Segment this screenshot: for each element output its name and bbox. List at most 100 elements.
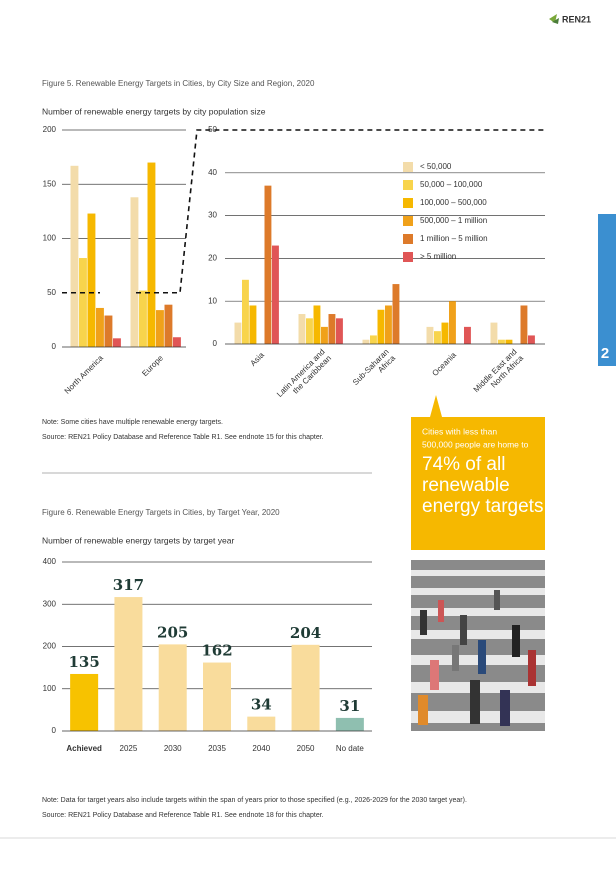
y-tick-label: 50 [208,125,217,134]
bar [449,301,456,344]
y-tick-label: 40 [208,168,217,177]
y-tick-label: 200 [43,125,57,134]
pedestrians [418,590,536,726]
x-tick-label: Europe [140,353,165,378]
bar [104,315,113,347]
x-tick-label: Oceania [430,350,458,378]
legend-label: < 50,000 [420,162,452,171]
callout-pointer [430,395,442,417]
bar [321,326,328,344]
y-tick-label: 200 [43,642,57,651]
bar [249,305,257,344]
x-tick-label: 2030 [164,744,182,753]
bar [298,314,306,344]
data-label: 317 [113,576,144,594]
legend-label: 100,000 – 500,000 [420,198,487,207]
bar [79,258,87,347]
bar [528,335,535,344]
x-tick-label: North America [63,353,106,396]
x-tick-label: Achieved [66,744,102,753]
bar [385,305,392,344]
x-tick-label: Sub-SaharanAfrica [351,347,397,393]
bar [70,673,99,731]
axis-title: Number of renewable energy targets by ci… [42,106,266,116]
bar [441,322,449,344]
x-tick-label: 2025 [120,744,138,753]
axis-title: Number of renewable energy targets by ta… [42,535,234,545]
figure-title: Figure 6. Renewable Energy Targets in Ci… [42,508,280,517]
bar [247,716,276,731]
legend-swatch [403,198,413,208]
data-label: 31 [339,697,360,715]
y-tick-label: 300 [43,599,57,608]
bar [147,162,156,347]
x-tick-label: No date [336,744,365,753]
x-tick-label: 2035 [208,744,226,753]
bar [520,305,528,344]
bar [158,644,187,731]
bar [87,213,96,347]
callout-highlight: renewable [422,475,510,496]
bar [335,717,364,731]
brand-logo [549,14,559,24]
legend-label: 500,000 – 1 million [420,216,487,225]
bar [377,309,385,344]
logo-leaf [552,18,559,24]
callout-highlight: energy targets. [422,496,549,517]
y-tick-label: 100 [43,684,57,693]
bar [264,185,272,344]
bar [464,326,471,344]
x-tick-label: 2040 [252,744,270,753]
legend-swatch [403,216,413,226]
bar [242,279,249,344]
data-label: 204 [290,624,321,642]
bar [328,314,336,344]
y-tick-label: 30 [208,211,217,220]
bar [96,307,104,347]
legend-swatch [403,180,413,190]
legend-swatch [403,234,413,244]
data-label: 162 [201,642,232,660]
y-tick-label: 10 [208,296,217,305]
bar [336,318,343,344]
note: Note: Data for target years also include… [42,797,467,804]
bar [203,662,231,731]
bar [113,338,121,347]
y-tick-label: 0 [52,726,57,735]
bar [272,245,279,344]
bar [392,284,400,344]
x-tick-label: Middle East andNorth Africa [472,347,526,401]
data-label: 34 [251,696,272,714]
y-tick-label: 0 [52,342,57,351]
bar [130,197,139,347]
bar [173,337,181,347]
y-tick-label: 0 [213,339,218,348]
photo [411,560,545,731]
chapter-tab [598,214,616,366]
brand: REN21 [562,14,591,24]
data-label: 135 [68,653,99,671]
bar [234,322,242,344]
figure-title: Figure 5. Renewable Energy Targets in Ci… [42,79,315,88]
bar [156,310,164,347]
bar [370,335,377,344]
bar [498,339,505,344]
zoom-connector [62,129,545,294]
x-tick-label: 2050 [297,744,315,753]
x-tick-label: Asia [249,350,267,368]
bar [362,339,370,344]
callout-highlight: 74% of all [422,454,505,475]
callout-text: Cities with less than [422,426,497,436]
bar [313,305,321,344]
y-tick-label: 50 [47,288,56,297]
bar [434,331,441,344]
bar [139,290,147,347]
y-tick-label: 150 [43,179,57,188]
callout-text: 500,000 people are home to [422,439,529,449]
y-tick-label: 20 [208,254,217,263]
legend-swatch [403,252,413,262]
y-tick-label: 400 [43,557,57,566]
chapter-number: 2 [601,345,609,362]
